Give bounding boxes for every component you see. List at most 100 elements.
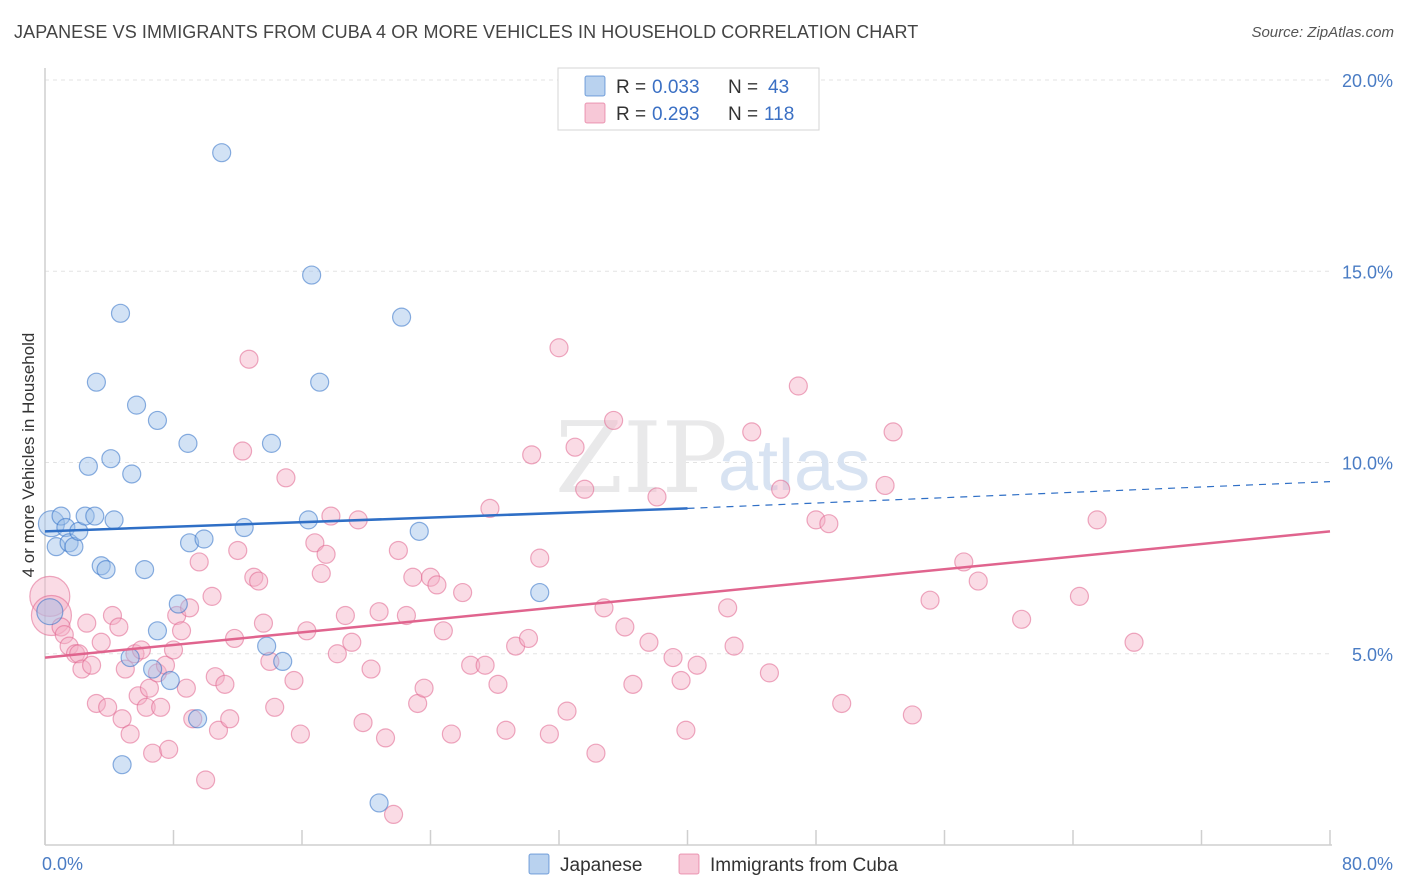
japanese-trend-extension <box>687 481 1331 509</box>
watermark-atlas: atlas <box>718 426 870 506</box>
japanese-point-41 <box>409 521 429 541</box>
japanese-point-26 <box>168 594 188 614</box>
trend-lines <box>44 481 1331 659</box>
cuba-point-22 <box>139 678 160 698</box>
legend-r-value-japanese: 0.033 <box>652 77 700 98</box>
cuba-point-36 <box>202 586 222 606</box>
cuba-point-64 <box>369 602 389 622</box>
legend-swatch-japanese <box>584 75 606 97</box>
legend-n-label-japanese: N = <box>728 77 758 98</box>
japanese-point-19 <box>122 464 142 484</box>
cuba-point-8 <box>77 613 97 633</box>
cuba-point-104 <box>742 422 762 442</box>
legend-r-label-cuba: R = <box>616 104 646 125</box>
cuba-point-105 <box>759 663 780 683</box>
japanese-point-3 <box>51 506 71 526</box>
source-label: Source: ZipAtlas.com <box>1251 24 1394 41</box>
cuba-point-91 <box>586 743 606 763</box>
cuba-point-39 <box>215 674 235 694</box>
cuba-point-76 <box>453 582 473 603</box>
cuba-point-12 <box>98 697 118 717</box>
axes <box>44 68 1332 846</box>
cuba-point-83 <box>518 628 539 649</box>
cuba-point-106 <box>771 479 791 499</box>
cuba-point-51 <box>284 670 304 691</box>
japanese-point-42 <box>530 582 550 603</box>
japanese-point-15 <box>104 510 124 530</box>
cuba-point-33 <box>183 709 203 729</box>
cuba-point-86 <box>539 724 559 744</box>
cuba-point-79 <box>480 498 500 518</box>
cuba-point-14 <box>109 617 129 637</box>
cuba-point-13 <box>102 605 123 626</box>
cuba-point-27 <box>159 739 179 759</box>
cuba-point-38 <box>208 720 229 740</box>
japanese-point-30 <box>194 529 214 549</box>
cuba-point-40 <box>220 709 240 729</box>
cuba-point-84 <box>522 445 542 465</box>
japanese-points <box>36 143 550 813</box>
cuba-point-73 <box>427 575 447 595</box>
cuba-point-56 <box>316 544 336 564</box>
japanese-point-13 <box>96 559 116 580</box>
immigrants-from-cuba-points <box>29 338 1144 825</box>
cuba-point-17 <box>120 724 140 744</box>
cuba-point-96 <box>639 632 659 652</box>
watermark: ZIP atlas <box>555 402 870 516</box>
cuba-point-11 <box>91 632 111 652</box>
cuba-point-15 <box>112 709 132 729</box>
japanese-point-14 <box>101 449 121 469</box>
cuba-point-112 <box>883 422 903 442</box>
cuba-point-90 <box>575 479 595 499</box>
cuba-point-62 <box>353 712 373 733</box>
japanese-point-40 <box>391 307 412 327</box>
japanese-point-32 <box>234 517 254 538</box>
bottom-legend-label-japanese: Japanese <box>560 855 642 876</box>
cuba-point-55 <box>311 563 331 584</box>
japanese-point-4 <box>56 517 76 538</box>
cuba-point-34 <box>189 552 209 572</box>
cuba-point-109 <box>819 514 839 534</box>
japanese-point-9 <box>78 456 98 476</box>
cuba-point-63 <box>361 659 381 679</box>
cuba-point-69 <box>403 567 423 587</box>
y-axis-label: 4 or more Vehicles in Household <box>19 333 38 578</box>
japanese-point-6 <box>64 537 84 557</box>
cuba-point-113 <box>902 705 922 725</box>
japanese-point-10 <box>85 506 105 526</box>
cuba-point-7 <box>72 659 92 679</box>
cuba-point-60 <box>342 632 362 652</box>
cuba-point-46 <box>249 571 269 591</box>
legend-n-value-cuba: 118 <box>764 104 794 125</box>
cuba-point-47 <box>253 613 274 633</box>
cuba-point-89 <box>565 437 585 457</box>
cuba-point-25 <box>151 697 171 717</box>
cuba-point-107 <box>788 376 808 396</box>
japanese-point-38 <box>310 372 330 392</box>
legend-n-label-cuba: N = <box>728 104 758 125</box>
japanese-point-34 <box>261 433 282 453</box>
cuba-point-37 <box>205 667 225 687</box>
cuba-point-0 <box>29 575 71 617</box>
japanese-point-36 <box>298 510 319 530</box>
cuba-point-114 <box>920 590 940 610</box>
japanese-point-23 <box>147 621 168 641</box>
cuba-point-16 <box>115 659 135 679</box>
cuba-point-52 <box>290 724 310 744</box>
cuba-point-97 <box>647 487 667 507</box>
cuba-point-101 <box>687 655 707 675</box>
cuba-point-23 <box>143 743 163 763</box>
legend-r-value-cuba: 0.293 <box>652 104 700 125</box>
x-tick-label-min: 0.0% <box>42 854 83 874</box>
cuba-point-116 <box>968 571 988 591</box>
cuba-point-94 <box>615 617 635 637</box>
japanese-point-39 <box>369 793 389 813</box>
cuba-point-59 <box>335 605 355 626</box>
watermark-zip: ZIP <box>555 402 728 516</box>
y-tick-label-1: 10.0% <box>1342 454 1393 474</box>
japanese-point-16 <box>110 303 131 323</box>
cuba-point-54 <box>305 533 325 553</box>
cuba-point-10 <box>86 693 107 714</box>
grid-lines <box>45 79 1330 655</box>
cuba-point-117 <box>1011 609 1032 629</box>
